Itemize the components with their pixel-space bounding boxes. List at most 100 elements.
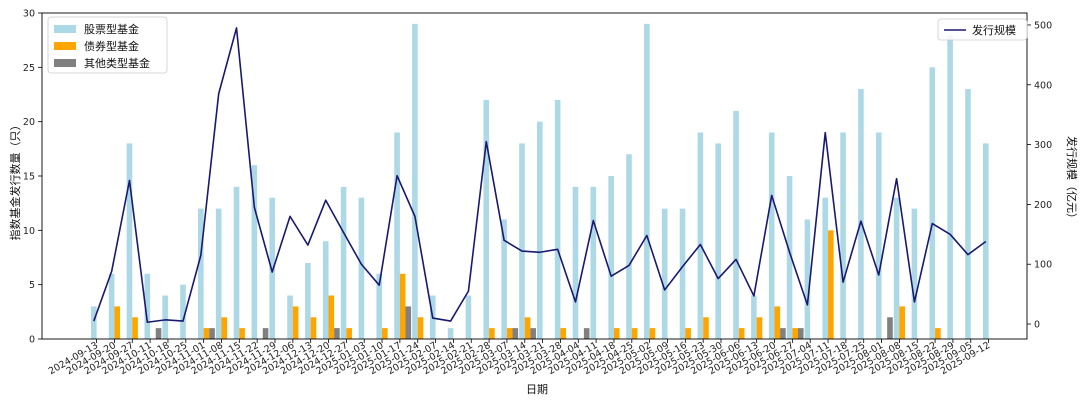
bar-bond-2025-01-17	[399, 273, 406, 339]
bar-stock-2024-11-01	[198, 208, 204, 339]
bar-stock-2025-07-11	[822, 197, 829, 339]
bar-bond-2025-06-06	[738, 328, 745, 339]
bar-bond-2024-11-01	[203, 328, 210, 339]
legend-swatch-bond	[54, 42, 76, 50]
bar-other-2024-11-01	[209, 328, 215, 339]
bar-stock-2025-04-25	[626, 154, 632, 339]
bar-series-group	[91, 23, 989, 340]
bar-stock-2025-06-13	[751, 295, 757, 339]
bar-stock-2025-05-16	[679, 208, 686, 339]
bar-stock-2025-06-20	[768, 132, 775, 339]
bar-stock-2024-09-27	[126, 143, 133, 339]
bar-stock-2025-08-15	[911, 208, 918, 339]
y-right-tick-label-400: 400	[1034, 80, 1052, 91]
bar-stock-2025-07-18	[840, 132, 846, 339]
bar-bond-2025-06-27	[792, 328, 798, 339]
bar-stock-2024-11-29	[269, 197, 275, 339]
bar-stock-2024-10-25	[180, 284, 186, 339]
bar-stock-2024-11-08	[215, 208, 222, 339]
bar-stock-2025-05-02	[644, 23, 650, 340]
bar-bond-2025-03-14	[524, 317, 531, 339]
y-right-tick-label-100: 100	[1034, 260, 1052, 271]
bar-stock-2025-04-11	[590, 186, 597, 339]
bar-bond-2024-09-20	[114, 306, 121, 339]
legend-right-frame	[937, 18, 1028, 41]
bar-bond-2025-01-24	[417, 317, 424, 339]
line-series-group	[93, 27, 987, 324]
tick-labels-group: 05101520253001002003004005002024-09-1320…	[23, 9, 1052, 378]
y-right-tick-label-500: 500	[1034, 20, 1052, 31]
bar-bond-2024-12-13	[310, 317, 317, 339]
bar-bond-2025-05-23	[703, 317, 709, 339]
y-right-tick-label-0: 0	[1034, 320, 1040, 331]
bar-other-2025-04-04	[583, 328, 590, 339]
bar-stock-2024-09-13	[91, 306, 97, 339]
bar-other-2025-08-01	[887, 317, 893, 339]
legend-swatch-other	[54, 59, 76, 67]
bar-bond-2025-03-07	[506, 328, 513, 339]
bar-stock-2025-01-03	[358, 197, 365, 339]
bar-stock-2025-02-14	[447, 328, 454, 339]
bar-stock-2025-08-22	[929, 67, 936, 339]
bar-stock-2025-07-04	[804, 219, 811, 339]
bar-other-2024-12-20	[334, 328, 340, 339]
bar-stock-2025-03-07	[501, 219, 507, 339]
bar-bond-2025-01-10	[382, 328, 388, 339]
bar-bond-2025-02-28	[489, 328, 495, 339]
bar-other-2025-03-07	[512, 328, 519, 339]
legend-swatch-stock	[54, 25, 76, 33]
bar-other-2024-11-22	[262, 328, 269, 339]
bar-bond-2025-08-22	[935, 328, 941, 339]
bar-stock-2025-06-06	[733, 110, 739, 339]
y-left-tick-label-25: 25	[23, 63, 35, 74]
bar-bond-2025-03-28	[560, 328, 567, 339]
bar-stock-2024-09-20	[108, 273, 115, 339]
bar-stock-2025-04-04	[572, 186, 579, 339]
bar-bond-2025-04-18	[613, 328, 620, 339]
bar-stock-2024-10-11	[144, 273, 151, 339]
y-axis-right-title: 发行规模（亿元）	[1065, 136, 1079, 224]
legend-label-other: 其他类型基金	[84, 56, 150, 70]
bar-stock-2025-08-29	[947, 34, 953, 339]
legend-right: 发行规模	[937, 18, 1028, 41]
bar-other-2025-01-17	[405, 306, 412, 339]
y-left-tick-label-15: 15	[23, 172, 35, 183]
y-axis-left-title: 指数基金发行数量（只）	[8, 120, 22, 241]
bar-bond-2025-07-11	[828, 230, 834, 339]
bar-bond-2025-06-13	[756, 317, 763, 339]
legend-label-bond: 债券型基金	[84, 39, 139, 53]
bar-stock-2025-04-18	[608, 176, 614, 339]
bar-bond-2025-05-02	[649, 328, 656, 339]
bar-bond-2024-11-08	[221, 317, 228, 339]
bar-stock-2025-06-27	[786, 176, 793, 339]
bar-stock-2025-01-24	[412, 23, 418, 340]
y-left-tick-label-5: 5	[29, 280, 35, 291]
y-right-tick-label-300: 300	[1034, 140, 1052, 151]
legend-label-scale: 发行规模	[972, 23, 1016, 37]
bar-stock-2024-12-06	[287, 295, 293, 339]
legend-label-stock: 股票型基金	[84, 22, 139, 36]
bar-other-2025-03-14	[530, 328, 536, 339]
bar-stock-2025-08-01	[875, 132, 882, 339]
bar-stock-2025-02-21	[465, 295, 472, 339]
x-axis-title: 日期	[526, 383, 548, 396]
bar-bond-2024-12-06	[292, 306, 299, 339]
bar-bond-2025-08-08	[899, 306, 905, 339]
bar-stock-2025-02-28	[483, 99, 490, 340]
bar-stock-2025-07-25	[858, 89, 864, 339]
bar-stock-2025-08-08	[893, 197, 900, 339]
axes-group	[38, 12, 1031, 343]
bar-other-2024-10-11	[155, 328, 162, 339]
y-left-tick-label-10: 10	[23, 226, 35, 237]
legend-left: 股票型基金 债券型基金 其他类型基金	[47, 16, 168, 74]
bar-stock-2025-05-30	[715, 143, 721, 339]
bar-stock-2024-12-20	[322, 241, 329, 339]
bar-stock-2025-09-12	[983, 143, 989, 339]
bar-bond-2024-12-27	[346, 328, 352, 339]
bar-bond-2025-05-16	[685, 328, 691, 339]
bar-other-2025-06-20	[780, 328, 786, 339]
line-scale	[93, 27, 987, 324]
bar-bond-2025-04-25	[631, 328, 638, 339]
bar-stock-2025-01-10	[376, 273, 383, 339]
